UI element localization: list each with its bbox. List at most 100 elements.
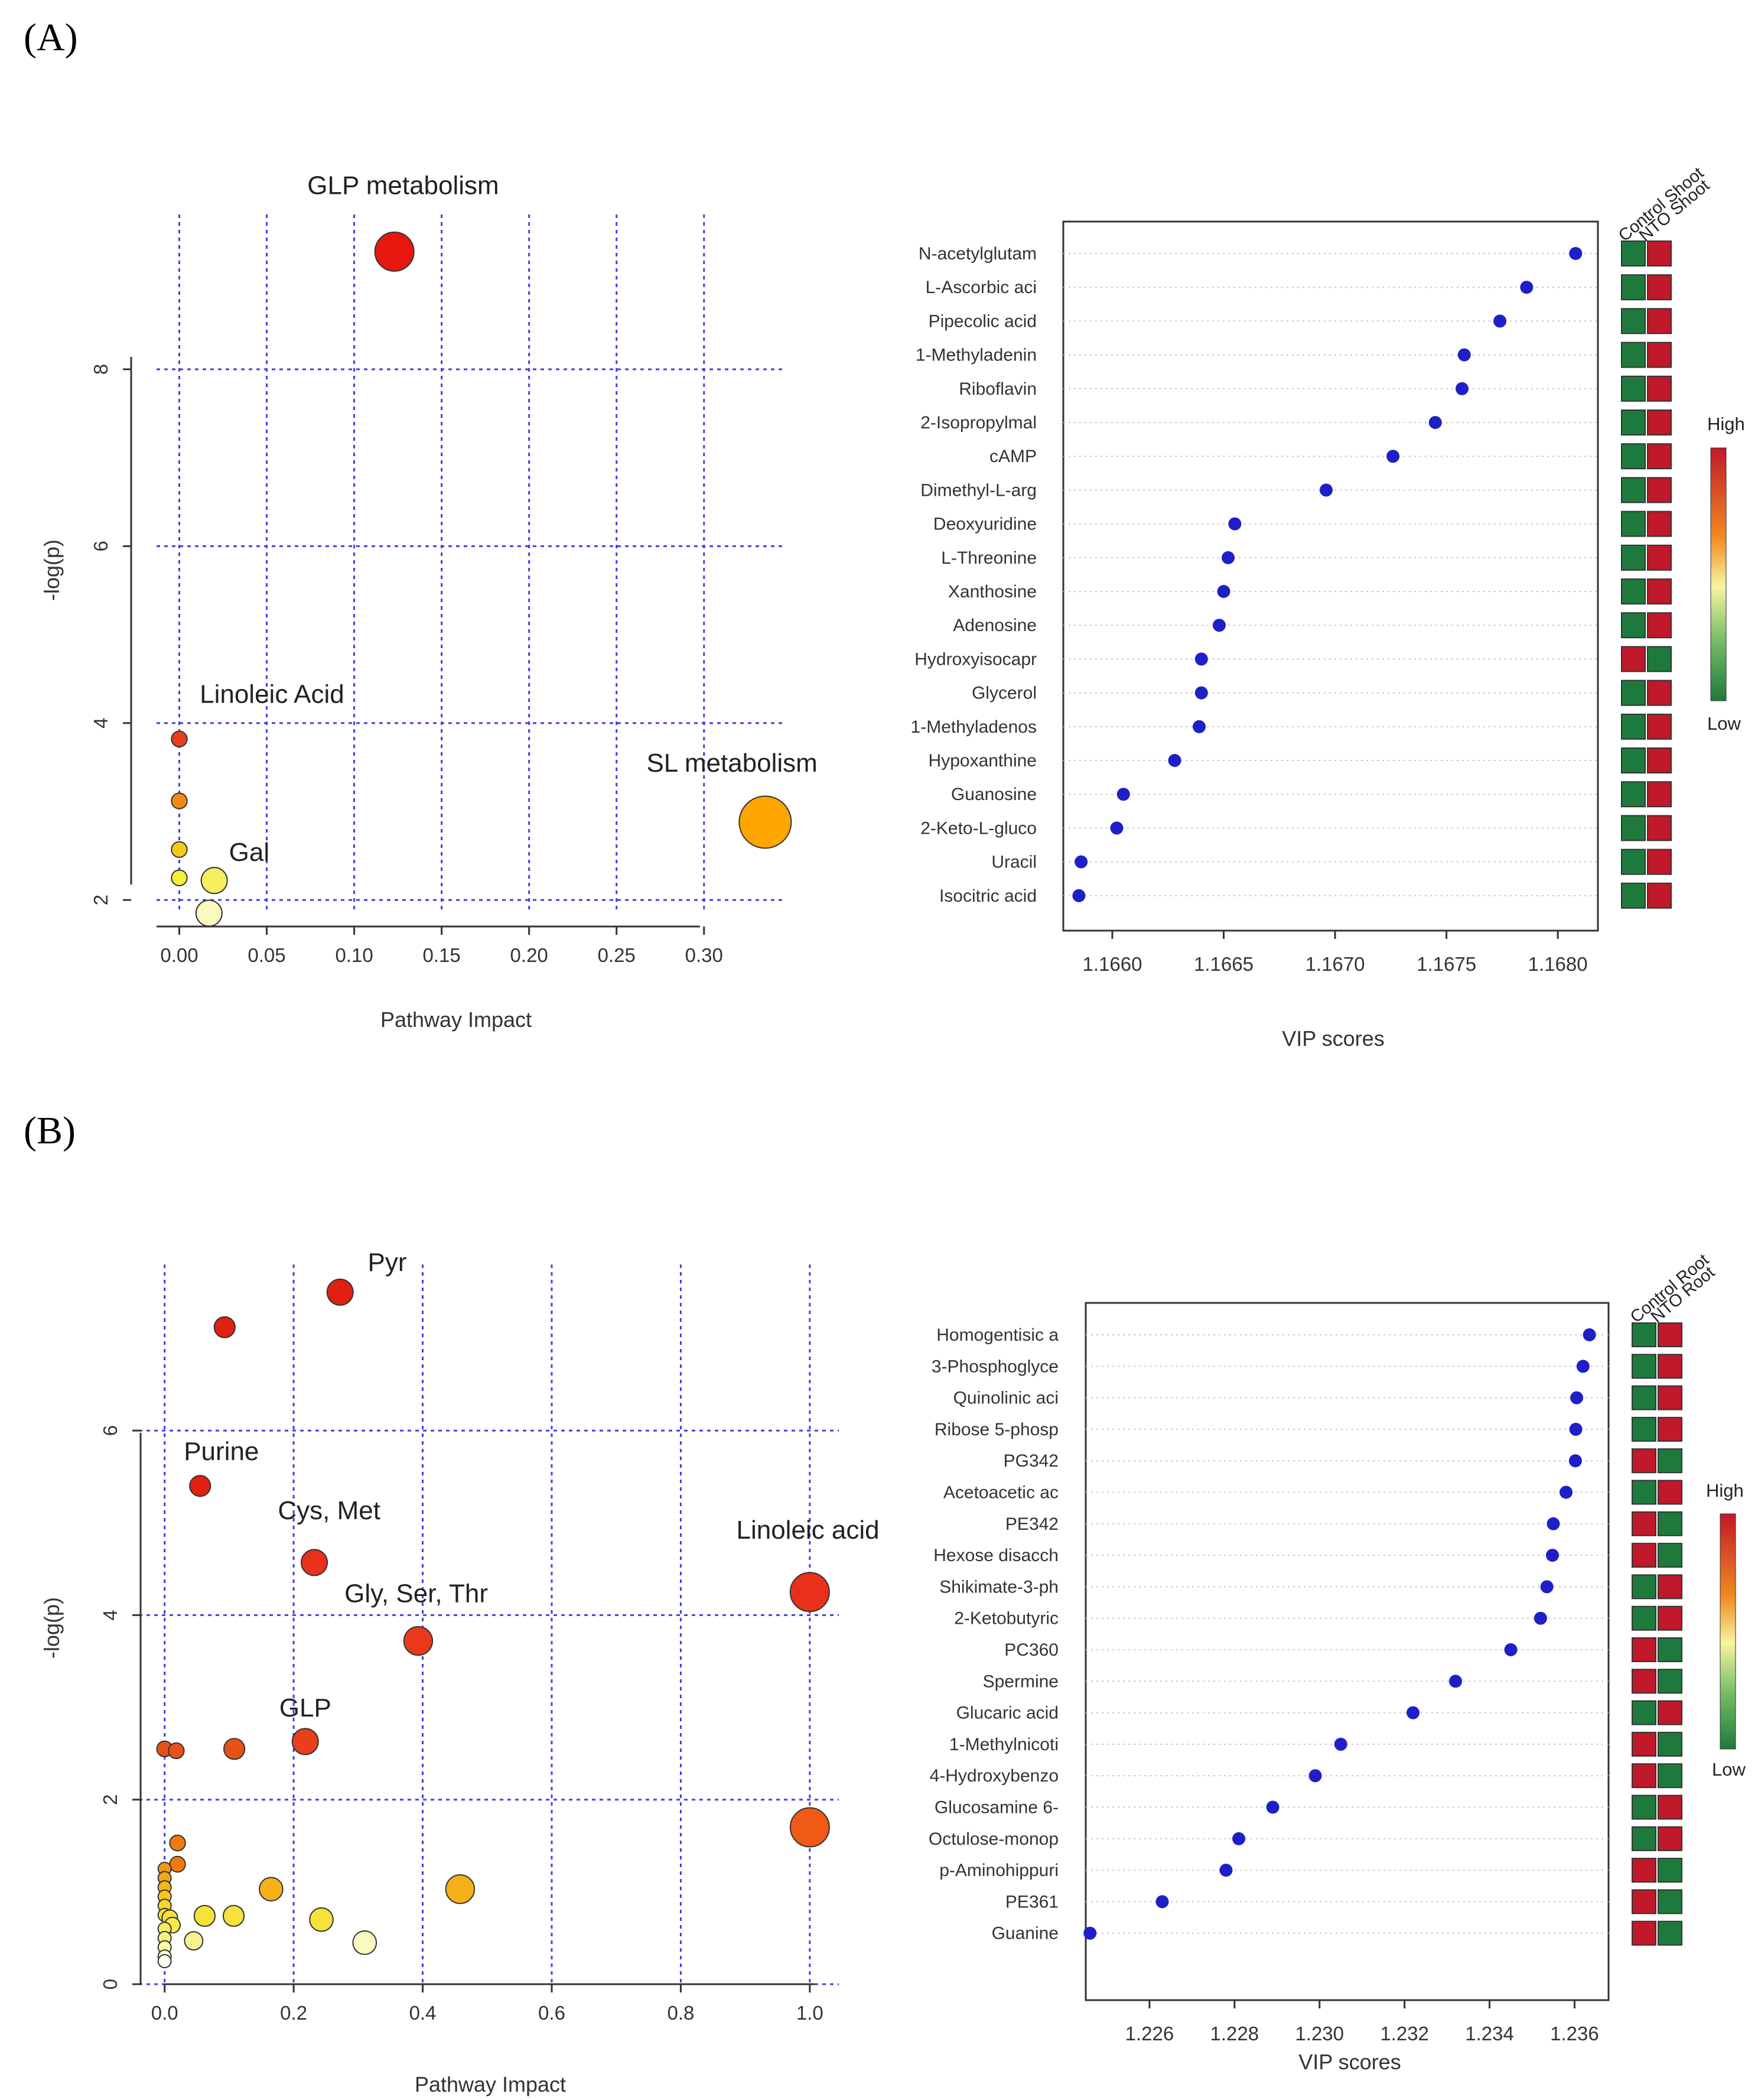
pathway-bubble <box>403 1626 434 1656</box>
vip-point <box>1116 788 1130 801</box>
x-tick-label: 0.05 <box>248 944 285 966</box>
x-tick-label: 1.1675 <box>1417 953 1476 975</box>
vip-point <box>1407 1706 1420 1719</box>
y-tick-label: 4 <box>90 718 112 729</box>
vip-point <box>1072 889 1086 902</box>
heatmap-cell <box>1658 1480 1682 1505</box>
vip-point <box>1540 1580 1554 1594</box>
pathway-annotation: Purine <box>184 1437 259 1466</box>
pathway-annotation: Gly, Ser, Thr <box>344 1579 488 1608</box>
heatmap-cell <box>1621 815 1646 841</box>
x-tick-label: 1.230 <box>1295 2023 1344 2044</box>
heatmap-cell <box>1658 1574 1682 1600</box>
pathway-bubble <box>374 231 415 272</box>
heatmap-cell <box>1658 1700 1682 1725</box>
vip-b-heatmap <box>1632 1322 1682 1946</box>
metabolite-label: L-Threonine <box>941 548 1037 568</box>
pathway-b-annotations: Pyr Purine Cys, Met Linoleic acid Gly, Ser, … <box>184 1248 879 1722</box>
pathway-annotation: Linoleic acid <box>736 1516 879 1545</box>
heatmap-cell <box>1621 443 1646 470</box>
pathway-bubble <box>171 792 188 810</box>
heatmap-cell <box>1632 1574 1656 1600</box>
metabolite-label: Acetoacetic ac <box>943 1483 1059 1503</box>
x-tick-label: 1.1670 <box>1306 953 1365 975</box>
heatmap-cell <box>1621 274 1646 301</box>
legend-low-label: Low <box>1712 1759 1746 1780</box>
heatmap-cell <box>1621 849 1646 875</box>
heatmap-cell <box>1621 882 1646 909</box>
pathway-bubble <box>200 867 228 895</box>
metabolite-label: 1-Methylnicoti <box>949 1735 1059 1754</box>
vip-point <box>1266 1800 1280 1814</box>
metabolite-label: L-Ascorbic aci <box>926 278 1037 297</box>
pathway-bubble <box>352 1930 377 1955</box>
y-tick-label: 0 <box>99 1979 121 1990</box>
pathway-bubble <box>157 1953 172 1968</box>
metabolite-label: 3-Phosphoglyce <box>932 1357 1059 1376</box>
metabolite-label: Isocitric acid <box>939 886 1037 906</box>
vip-point <box>1546 1549 1560 1562</box>
vip-a-ticks: 1.1660 1.1665 1.1670 1.1675 1.1680 <box>1082 931 1588 975</box>
heatmap-cell <box>1647 409 1672 435</box>
y-tick-label: 8 <box>90 364 112 375</box>
vip-point <box>1217 585 1230 598</box>
metabolite-label: 1-Methyladenin <box>916 346 1037 365</box>
vip-point <box>1504 1643 1518 1656</box>
vip-point <box>1428 416 1442 429</box>
heatmap-cell <box>1647 477 1672 503</box>
vip-b-ticks: 1.226 1.228 1.230 1.232 1.234 1.236 <box>1125 2000 1599 2044</box>
vip-a-frame <box>1062 220 1599 932</box>
x-tick-label: 1.236 <box>1550 2023 1599 2044</box>
heatmap-cell <box>1632 1763 1656 1789</box>
panel-b-label: (B) <box>24 1109 76 1152</box>
heatmap-cell <box>1647 882 1672 909</box>
y-axis-label: -log(p) <box>40 539 64 601</box>
x-tick-label: 1.232 <box>1380 2023 1429 2044</box>
metabolite-label: Shikimate-3-ph <box>939 1577 1059 1597</box>
vip-point <box>1520 281 1534 294</box>
heatmap-cell <box>1647 849 1672 875</box>
pathway-bubble <box>789 1572 830 1613</box>
metabolite-label: Guanine <box>992 1924 1059 1943</box>
metabolite-label: 2-Isopropylmal <box>920 413 1037 433</box>
metabolite-label: Ribose 5-phosp <box>935 1420 1059 1439</box>
pathway-a-annotations: GLP metabolism Linoleic Acid SL metabolism… <box>200 171 818 867</box>
heatmap-cell <box>1621 646 1646 672</box>
vip-point <box>1570 1391 1584 1405</box>
heatmap-cell <box>1647 240 1672 266</box>
vip-point <box>1569 247 1583 260</box>
x-tick-label: 0.25 <box>598 944 636 966</box>
heatmap-cell <box>1632 1354 1656 1379</box>
vip-point <box>1193 720 1206 733</box>
heatmap-cell <box>1621 544 1646 571</box>
heatmap-cell <box>1647 781 1672 808</box>
heatmap-cell <box>1647 342 1672 368</box>
heatmap-cell <box>1658 1858 1682 1883</box>
metabolite-label: cAMP <box>989 447 1037 466</box>
heatmap-cell <box>1658 1826 1682 1851</box>
pathway-annotation: Linoleic Acid <box>200 680 344 708</box>
vip-plot-a: N-acetylglutam L-Ascorbic aci Pipecolic ac… <box>911 164 1745 1051</box>
pathway-bubble <box>738 795 792 849</box>
heatmap-cell <box>1658 1637 1682 1662</box>
vip-point <box>1569 1422 1583 1436</box>
pathway-bubble <box>445 1874 476 1904</box>
x-tick-label: 0.30 <box>685 944 723 966</box>
vip-point <box>1319 483 1333 497</box>
heatmap-cell <box>1632 1889 1656 1914</box>
pathway-bubble <box>169 1855 186 1873</box>
pathway-b-ticks: 0.0 0.2 0.4 0.6 0.8 1.0 0 2 4 6 <box>99 1425 823 2024</box>
x-axis-label: Pathway Impact <box>415 2072 566 2096</box>
pathway-bubble <box>223 1738 246 1760</box>
x-tick-label: 0.4 <box>409 2002 437 2024</box>
heatmap-cell <box>1632 1416 1656 1442</box>
pathway-bubble <box>171 869 188 886</box>
heatmap-cell <box>1632 1637 1656 1662</box>
x-tick-label: 1.234 <box>1465 2023 1514 2044</box>
pathway-a-grid <box>157 214 783 910</box>
metabolite-label: Uracil <box>991 853 1037 872</box>
metabolite-label: PG342 <box>1004 1451 1059 1471</box>
pathway-bubble <box>189 1475 211 1497</box>
metabolite-label: Deoxyuridine <box>933 515 1037 534</box>
pathway-a-axes <box>130 357 700 928</box>
